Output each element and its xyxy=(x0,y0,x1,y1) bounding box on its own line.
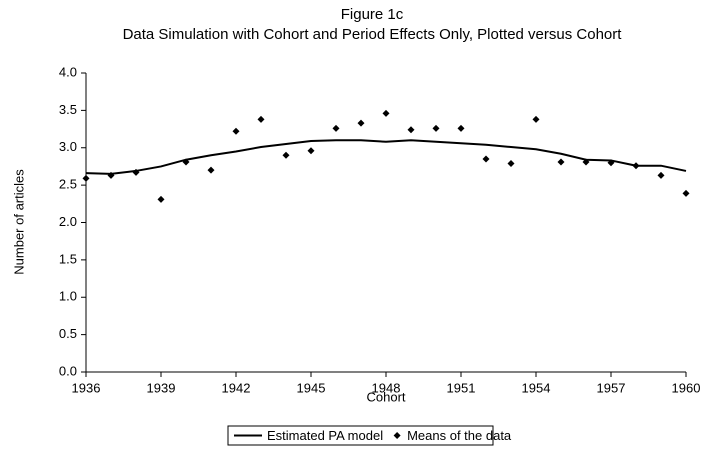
legend-label: Means of the data xyxy=(407,428,512,443)
data-point xyxy=(357,119,365,127)
data-point xyxy=(607,159,615,167)
data-point xyxy=(657,171,665,179)
data-point xyxy=(382,109,390,117)
data-point xyxy=(682,189,690,197)
y-axis-title: Number of articles xyxy=(11,169,26,275)
y-tick-label: 4.0 xyxy=(59,64,77,79)
data-point xyxy=(82,174,90,182)
data-point xyxy=(532,115,540,123)
y-tick-label: 2.0 xyxy=(59,214,77,229)
x-tick-label: 1948 xyxy=(372,380,401,395)
data-point xyxy=(307,147,315,155)
chart-title: Figure 1c xyxy=(341,6,404,23)
data-point xyxy=(432,124,440,132)
legend-marker xyxy=(393,432,401,439)
x-axis-title: Cohort xyxy=(366,389,405,404)
data-point xyxy=(157,195,165,203)
data-point xyxy=(332,124,340,132)
x-tick-label: 1960 xyxy=(672,380,701,395)
data-point xyxy=(207,166,215,174)
y-tick-label: 1.5 xyxy=(59,251,77,266)
chart-subtitle: Data Simulation with Cohort and Period E… xyxy=(123,26,623,43)
data-point xyxy=(632,162,640,170)
legend-label: Estimated PA model xyxy=(267,428,383,443)
data-point xyxy=(407,126,415,134)
data-point xyxy=(182,158,190,166)
y-tick-label: 3.5 xyxy=(59,102,77,117)
data-point xyxy=(282,151,290,159)
x-tick-label: 1936 xyxy=(72,380,101,395)
data-point xyxy=(132,168,140,176)
data-point xyxy=(507,159,515,167)
data-point xyxy=(457,124,465,132)
data-point xyxy=(107,171,115,179)
x-tick-label: 1945 xyxy=(297,380,326,395)
x-tick-label: 1942 xyxy=(222,380,251,395)
y-tick-label: 0.0 xyxy=(59,363,77,378)
y-tick-label: 1.0 xyxy=(59,289,77,304)
x-tick-label: 1951 xyxy=(447,380,476,395)
data-point xyxy=(232,127,240,135)
data-point xyxy=(557,158,565,166)
data-point xyxy=(582,158,590,166)
x-tick-label: 1957 xyxy=(597,380,626,395)
x-tick-label: 1954 xyxy=(522,380,551,395)
y-tick-label: 3.0 xyxy=(59,139,77,154)
data-point xyxy=(482,155,490,163)
model-line xyxy=(85,139,687,175)
data-point xyxy=(257,115,265,123)
y-tick-label: 2.5 xyxy=(59,177,77,192)
y-tick-label: 0.5 xyxy=(59,326,77,341)
legend-box xyxy=(227,425,494,446)
x-tick-label: 1939 xyxy=(147,380,176,395)
